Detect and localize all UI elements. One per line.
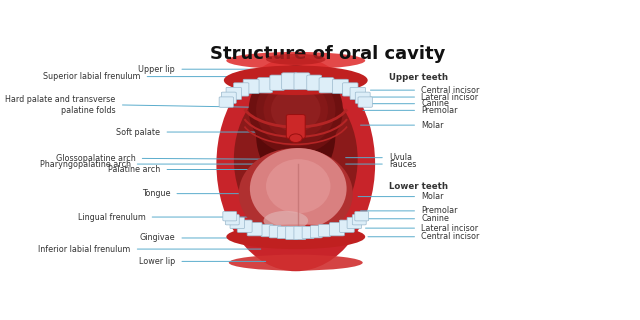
Text: Tongue: Tongue	[142, 189, 170, 198]
FancyBboxPatch shape	[294, 226, 306, 240]
FancyBboxPatch shape	[278, 226, 289, 239]
Ellipse shape	[266, 159, 330, 213]
FancyBboxPatch shape	[230, 217, 244, 228]
FancyBboxPatch shape	[257, 78, 273, 93]
Text: Canine: Canine	[421, 99, 449, 108]
Text: Fauces: Fauces	[389, 160, 417, 169]
Text: Upper teeth: Upper teeth	[389, 73, 448, 82]
FancyBboxPatch shape	[310, 226, 323, 238]
FancyBboxPatch shape	[332, 79, 348, 93]
FancyBboxPatch shape	[225, 214, 239, 225]
Text: Lower lip: Lower lip	[139, 257, 175, 266]
FancyBboxPatch shape	[285, 226, 298, 240]
Ellipse shape	[271, 88, 321, 132]
Text: Lower teeth: Lower teeth	[389, 182, 448, 191]
Text: Gingivae: Gingivae	[140, 234, 175, 243]
Ellipse shape	[248, 66, 343, 154]
Text: Pharyngopalatine arch: Pharyngopalatine arch	[40, 160, 131, 169]
Ellipse shape	[264, 80, 328, 140]
Text: Molar: Molar	[421, 192, 444, 201]
Ellipse shape	[256, 83, 335, 186]
FancyBboxPatch shape	[282, 73, 298, 90]
Text: Glossopalatine arch: Glossopalatine arch	[56, 154, 136, 163]
Text: Premolar: Premolar	[421, 106, 458, 115]
FancyBboxPatch shape	[355, 92, 370, 103]
Text: Hard palate and transverse
palatine folds: Hard palate and transverse palatine fold…	[6, 95, 116, 115]
FancyBboxPatch shape	[294, 73, 310, 90]
Ellipse shape	[256, 73, 335, 147]
Ellipse shape	[227, 224, 365, 249]
Text: Upper lip: Upper lip	[138, 65, 175, 74]
Text: Palatine arch: Palatine arch	[108, 165, 161, 174]
Ellipse shape	[264, 211, 308, 231]
Text: Lateral incisor: Lateral incisor	[421, 92, 478, 101]
Text: Soft palate: Soft palate	[116, 128, 161, 137]
FancyBboxPatch shape	[234, 83, 249, 96]
Text: Molar: Molar	[421, 121, 444, 130]
FancyBboxPatch shape	[347, 217, 362, 228]
FancyBboxPatch shape	[221, 92, 236, 103]
Ellipse shape	[250, 148, 347, 229]
Ellipse shape	[227, 52, 365, 69]
Text: Lingual frenulum: Lingual frenulum	[77, 212, 145, 221]
FancyBboxPatch shape	[269, 226, 281, 238]
FancyBboxPatch shape	[223, 212, 237, 221]
FancyBboxPatch shape	[358, 97, 372, 107]
FancyBboxPatch shape	[226, 87, 241, 100]
FancyBboxPatch shape	[247, 222, 262, 236]
Ellipse shape	[216, 57, 375, 271]
FancyBboxPatch shape	[330, 222, 344, 236]
Ellipse shape	[239, 148, 353, 239]
FancyBboxPatch shape	[270, 75, 285, 90]
Text: Premolar: Premolar	[421, 206, 458, 215]
FancyBboxPatch shape	[352, 214, 366, 225]
Ellipse shape	[266, 54, 326, 65]
Text: Superior labial frenulum: Superior labial frenulum	[43, 72, 141, 81]
FancyBboxPatch shape	[350, 87, 365, 100]
Text: Inferior labial frenulum: Inferior labial frenulum	[38, 244, 131, 253]
Ellipse shape	[234, 80, 358, 238]
FancyBboxPatch shape	[286, 115, 305, 139]
FancyBboxPatch shape	[319, 224, 330, 237]
Text: Central incisor: Central incisor	[421, 86, 479, 95]
FancyBboxPatch shape	[302, 226, 314, 239]
FancyBboxPatch shape	[237, 220, 252, 232]
FancyBboxPatch shape	[307, 75, 322, 90]
Ellipse shape	[289, 134, 302, 142]
Text: Structure of oral cavity: Structure of oral cavity	[211, 44, 445, 62]
Ellipse shape	[229, 255, 363, 271]
FancyBboxPatch shape	[355, 212, 369, 221]
FancyBboxPatch shape	[319, 78, 334, 93]
FancyBboxPatch shape	[243, 79, 259, 93]
Ellipse shape	[224, 66, 367, 95]
Text: Canine: Canine	[421, 214, 449, 223]
Text: Lateral incisor: Lateral incisor	[421, 224, 478, 233]
FancyBboxPatch shape	[219, 97, 234, 107]
FancyBboxPatch shape	[342, 83, 358, 96]
Text: Central incisor: Central incisor	[421, 232, 479, 241]
FancyBboxPatch shape	[339, 220, 355, 232]
Text: Uvula: Uvula	[389, 153, 412, 162]
FancyBboxPatch shape	[261, 224, 273, 237]
